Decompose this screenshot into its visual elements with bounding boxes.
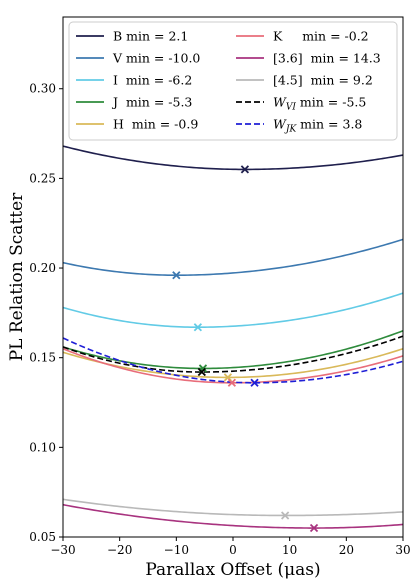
y-tick-label-1: 0.10 — [29, 440, 56, 454]
x-tick-label-3: 0 — [229, 543, 237, 557]
series-line-3 — [62, 330, 404, 370]
y-tick-label-5: 0.30 — [29, 82, 56, 96]
legend-label-2: I min = -6.2 — [113, 73, 192, 88]
series-line-1 — [62, 238, 404, 277]
legend-label-9: WJK min = 3.8 — [273, 117, 362, 135]
y-tick-label-3: 0.20 — [29, 261, 56, 275]
series-min-marker-5 — [227, 378, 237, 387]
legend-label-4: H min = -0.9 — [113, 117, 198, 132]
series-min-marker-0 — [240, 165, 250, 174]
x-tick-label-1: −20 — [107, 543, 132, 557]
legend: B min = 2.1 V min = -10.0 I min = -6.2 J mi… — [68, 21, 398, 141]
x-axis-label: Parallax Offset (μas) — [145, 560, 320, 580]
legend-label-7: [4.5] min = 9.2 — [273, 73, 373, 88]
minimum-markers-layer — [172, 165, 319, 533]
series-min-marker-1 — [172, 271, 181, 280]
series-min-marker-9 — [250, 378, 259, 387]
series-min-marker-8 — [197, 367, 206, 377]
series-min-marker-2 — [193, 323, 203, 332]
y-tick-label-0: 0.05 — [29, 530, 56, 544]
y-tick-label-2: 0.15 — [29, 351, 56, 365]
series-line-6 — [62, 503, 404, 529]
legend-label-8: WVI min = -5.5 — [273, 95, 366, 113]
x-tick-label-4: 10 — [282, 543, 297, 557]
series-line-8 — [62, 335, 404, 373]
axis-ticks-layer: −30 −20 −10 0 10 20 30 0.05 0.10 0.15 0.20 0.25 0.30 — [29, 82, 410, 557]
series-line-7 — [62, 498, 404, 517]
x-tick-label-5: 20 — [339, 543, 354, 557]
series-line-0 — [62, 145, 404, 171]
legend-label-5: K min = -0.2 — [273, 29, 369, 44]
legend-label-1: V min = -10.0 — [112, 51, 200, 66]
legend-label-3: J min = -5.3 — [111, 95, 192, 110]
curves-layer — [62, 145, 404, 529]
y-axis-label: PL Relation Scatter — [7, 192, 27, 361]
series-min-marker-6 — [309, 523, 319, 533]
x-tick-label-0: −30 — [50, 543, 75, 557]
y-tick-label-4: 0.25 — [29, 171, 56, 185]
legend-box — [68, 21, 398, 141]
series-min-marker-4 — [223, 373, 233, 382]
series-line-4 — [62, 347, 404, 379]
series-min-marker-7 — [280, 511, 290, 520]
legend-label-6: [3.6] min = 14.3 — [273, 51, 381, 66]
series-line-2 — [62, 292, 404, 329]
x-tick-label-6: 30 — [395, 543, 410, 557]
legend-label-0: B min = 2.1 — [113, 29, 188, 44]
x-tick-label-2: −10 — [164, 543, 189, 557]
